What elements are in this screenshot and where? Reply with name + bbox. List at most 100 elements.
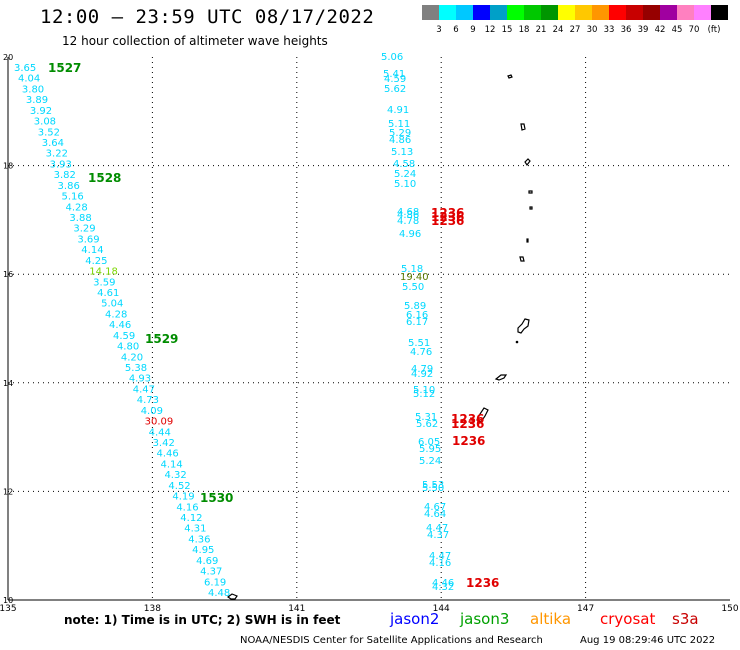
- wave-height-value: 19.40: [400, 272, 429, 283]
- wave-height-value: 4.79: [411, 364, 433, 375]
- track-time-label: 1529: [145, 332, 178, 346]
- legend-label: 12: [484, 25, 496, 35]
- wave-height-value: 5.18: [401, 264, 423, 275]
- wave-height-value: 4.61: [97, 288, 119, 299]
- wave-height-value: 14.18: [89, 267, 118, 278]
- wave-height-value: 4.37: [200, 567, 222, 578]
- legend-swatch: [541, 5, 558, 20]
- legend-label: 42: [654, 25, 666, 35]
- chart-subtitle: 12 hour collection of altimeter wave hei…: [62, 34, 328, 48]
- legend-swatch: [558, 5, 575, 20]
- wave-height-value: 5.50: [422, 483, 444, 494]
- track-time-label: 1236: [466, 576, 499, 590]
- wave-height-value: 4.16: [429, 558, 451, 569]
- lon-tick-label: 150: [721, 604, 738, 614]
- wave-height-value: 3.89: [26, 95, 48, 106]
- wave-height-value: 4.44: [149, 427, 171, 438]
- wave-height-value: 4.86: [397, 210, 419, 221]
- wave-height-value: 5.31: [415, 412, 437, 423]
- wave-height-value: 5.89: [404, 301, 426, 312]
- wave-height-value: 5.13: [391, 147, 413, 158]
- wave-height-value: 4.96: [399, 229, 421, 240]
- lat-tick-label: 18: [3, 162, 13, 171]
- wave-height-value: 4.20: [121, 352, 143, 363]
- legend-label: 30: [586, 25, 598, 35]
- wave-height-value: 4.58: [393, 159, 415, 170]
- wave-height-value: 3.93: [50, 159, 72, 170]
- wave-height-value: 4.47: [426, 523, 448, 534]
- wave-height-value: 5.12: [413, 389, 435, 400]
- wave-height-value: 4.93: [129, 374, 151, 385]
- wave-height-value: 4.86: [389, 135, 411, 146]
- legend-jason2: jason2: [390, 610, 440, 628]
- legend-s3a: s3a: [672, 610, 699, 628]
- wave-height-value: 5.10: [413, 385, 435, 396]
- legend-label: 33: [603, 25, 615, 35]
- island-outline: [529, 206, 533, 210]
- island-outline: [519, 256, 525, 262]
- wave-height-value: 4.59: [113, 331, 135, 342]
- wave-height-value: 5.29: [389, 128, 411, 139]
- lon-tick-label: 144: [433, 604, 450, 614]
- island-outline: [524, 158, 531, 167]
- island-outline: [226, 593, 238, 600]
- legend-label: 21: [535, 25, 547, 35]
- track-time-label: 1527: [48, 61, 81, 75]
- legend-label: 45: [671, 25, 683, 35]
- legend-swatch: [422, 5, 439, 20]
- legend-swatch: [592, 5, 609, 20]
- track-time-label: 1236: [431, 214, 464, 228]
- lat-tick-label: 12: [3, 487, 13, 496]
- wave-height-value: 5.62: [384, 84, 406, 95]
- track-time-label: 1236: [451, 417, 484, 431]
- legend-swatch: [626, 5, 643, 20]
- wave-height-value: 6.16: [406, 310, 428, 321]
- wave-height-value: 4.48: [208, 588, 230, 599]
- legend-swatch: [507, 5, 524, 20]
- wave-height-value: 5.95: [419, 444, 441, 455]
- legend-swatch: [694, 5, 711, 20]
- wave-height-value: 5.53: [422, 480, 444, 491]
- wave-height-value: 4.67: [424, 502, 446, 513]
- wave-height-value: 3.65: [14, 63, 36, 74]
- lat-tick-label: 16: [3, 270, 13, 279]
- lon-tick-label: 138: [144, 604, 161, 614]
- track-time-label: 1236: [431, 206, 464, 220]
- wave-height-value: 3.42: [153, 438, 175, 449]
- wave-height-value: 5.50: [402, 282, 424, 293]
- legend-label: 15: [501, 25, 513, 35]
- legend-swatch: [473, 5, 490, 20]
- wave-height-value: 4.31: [184, 524, 206, 535]
- island-outline: [517, 318, 530, 334]
- legend-label: 36: [620, 25, 632, 35]
- wave-height-value: 6.05: [418, 437, 440, 448]
- island-outline: [476, 407, 489, 423]
- footer-credit: NOAA/NESDIS Center for Satellite Applica…: [240, 635, 543, 646]
- wave-height-value: 4.64: [424, 509, 446, 520]
- footer-note: note: 1) Time is in UTC; 2) SWH is in fe…: [64, 613, 341, 627]
- legend-label: 24: [552, 25, 564, 35]
- wave-height-value: 5.51: [408, 338, 430, 349]
- island-outline: [526, 238, 529, 243]
- legend-altika: altika: [530, 610, 572, 628]
- wave-height-value: 4.47: [133, 384, 155, 395]
- legend-label: 70: [688, 25, 700, 35]
- wave-height-value: 4.37: [427, 530, 449, 541]
- wave-height-value: 6.19: [204, 577, 226, 588]
- wave-height-value: 5.24: [394, 169, 416, 180]
- legend-swatch: [643, 5, 660, 20]
- wave-height-value: 4.76: [410, 347, 432, 358]
- wave-height-value: 4.69: [196, 556, 218, 567]
- legend-swatch: [524, 5, 541, 20]
- wave-height-value: 4.73: [137, 395, 159, 406]
- wave-height-value: 3.29: [73, 224, 95, 235]
- wave-height-value: 4.14: [160, 459, 182, 470]
- wave-height-value: 3.80: [22, 84, 44, 95]
- legend-label: 39: [637, 25, 649, 35]
- wave-height-value: 4.28: [65, 202, 87, 213]
- legend-swatch: [456, 5, 473, 20]
- wave-height-value: 4.78: [397, 216, 419, 227]
- legend-swatch: [575, 5, 592, 20]
- wave-height-value: 3.92: [30, 106, 52, 117]
